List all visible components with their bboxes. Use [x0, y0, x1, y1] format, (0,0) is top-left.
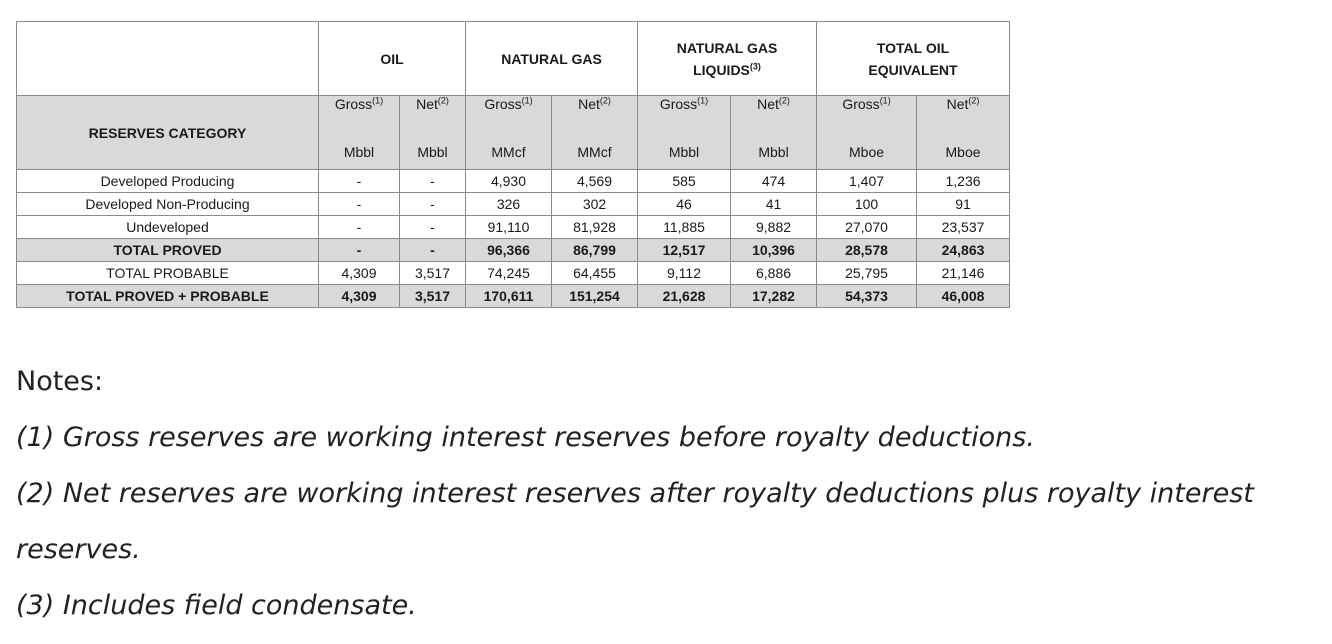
table-cell: 41 — [729, 192, 818, 216]
table-cell: 86,799 — [551, 238, 638, 262]
column-header: Net(2) MMcf — [551, 95, 638, 170]
table-cell: 25,795 — [816, 261, 918, 285]
group-header-natural-gas: NATURAL GAS — [465, 21, 638, 96]
column-header: Gross(1) Mbbl — [637, 95, 731, 170]
table-cell: - — [318, 238, 400, 262]
table-cell: 6,886 — [729, 261, 818, 285]
group-header-ngl: NATURAL GAS LIQUIDS(3) — [636, 21, 818, 96]
reserves-category-header: RESERVES CATEGORY — [16, 95, 319, 170]
row-category: TOTAL PROBABLE — [16, 261, 319, 285]
table-cell: 12,517 — [637, 238, 731, 262]
notes-section: Notes: (1) Gross reserves are working in… — [16, 354, 1316, 634]
table-cell: - — [318, 169, 400, 193]
table-cell: 9,112 — [637, 261, 731, 285]
table-row: TOTAL PROVED - -96,366 86,799 12,517 10,396 28… — [16, 238, 1011, 262]
table-cell: 4,309 — [318, 284, 400, 308]
table-cell: 23,537 — [916, 215, 1011, 239]
table-cell: 3,517 — [399, 284, 466, 308]
note-2: (2) Net reserves are working interest re… — [16, 478, 1254, 565]
table-cell: 91 — [916, 192, 1011, 216]
table-cell: 302 — [551, 192, 638, 216]
table-cell: - — [399, 215, 466, 239]
table-cell: - — [399, 169, 466, 193]
table-cell: 151,254 — [551, 284, 638, 308]
column-header: Gross(1) MMcf — [465, 95, 552, 170]
column-header: Net(2) Mbbl — [399, 95, 466, 170]
table-row: TOTAL PROBABLE 4,309 3,517 74,245 64,455 9,11… — [16, 261, 1011, 285]
column-header: Gross(1) Mboe — [816, 95, 918, 170]
table-cell: - — [399, 238, 466, 262]
table-row: Developed Producing - -4,930 4,569 585 474 1,4… — [16, 169, 1011, 193]
group-header-oil: OIL — [318, 21, 466, 96]
column-header: Gross(1) Mbbl — [318, 95, 400, 170]
row-category: Developed Non-Producing — [16, 192, 319, 216]
table-cell: 3,517 — [399, 261, 466, 285]
table-cell: 17,282 — [729, 284, 818, 308]
table-cell: 326 — [465, 192, 552, 216]
table-cell: 54,373 — [816, 284, 918, 308]
table-cell: 585 — [637, 169, 731, 193]
group-header-row: OIL NATURAL GAS NATURAL GAS LIQUIDS(3) T… — [16, 21, 1011, 96]
table-cell: 24,863 — [916, 238, 1011, 262]
column-header-row: RESERVES CATEGORY Gross(1) Mbbl Net(2) Mbb… — [16, 95, 1011, 170]
header-corner — [16, 21, 319, 96]
table-cell: 27,070 — [816, 215, 918, 239]
table-cell: 170,611 — [465, 284, 552, 308]
table-cell: 4,930 — [465, 169, 552, 193]
notes-title: Notes: — [16, 366, 104, 397]
row-category: TOTAL PROVED — [16, 238, 319, 262]
group-header-total-oil-equivalent: TOTAL OIL EQUIVALENT — [816, 21, 1011, 96]
table-cell: 4,309 — [318, 261, 400, 285]
table-cell: 96,366 — [465, 238, 552, 262]
table-row: Developed Non-Producing - -326 302 46 41 100 91 — [16, 192, 1011, 216]
table-cell: 81,928 — [551, 215, 638, 239]
table-cell: 21,146 — [916, 261, 1011, 285]
table-cell: 1,407 — [816, 169, 918, 193]
table-cell: 474 — [729, 169, 818, 193]
table-cell: 100 — [816, 192, 918, 216]
table-cell: 46 — [637, 192, 731, 216]
row-category: Undeveloped — [16, 215, 319, 239]
column-header: Net(2) Mbbl — [729, 95, 818, 170]
reserves-table: OIL NATURAL GAS NATURAL GAS LIQUIDS(3) T… — [16, 21, 1011, 308]
note-1: (1) Gross reserves are working interest … — [16, 422, 1035, 453]
table-cell: 10,396 — [729, 238, 818, 262]
row-category: TOTAL PROVED + PROBABLE — [16, 284, 319, 308]
table-cell: 21,628 — [637, 284, 731, 308]
table-cell: - — [399, 192, 466, 216]
note-3: (3) Includes field condensate. — [16, 590, 417, 621]
table-cell: - — [318, 192, 400, 216]
table-cell: 28,578 — [816, 238, 918, 262]
table-row: TOTAL PROVED + PROBABLE 4,309 3,517 170,611… — [16, 284, 1011, 308]
table-cell: 1,236 — [916, 169, 1011, 193]
column-header: Net(2) Mboe — [916, 95, 1011, 170]
table-cell: 74,245 — [465, 261, 552, 285]
table-cell: 64,455 — [551, 261, 638, 285]
table-cell: - — [318, 215, 400, 239]
table-cell: 11,885 — [637, 215, 731, 239]
table-cell: 9,882 — [729, 215, 818, 239]
table-cell: 4,569 — [551, 169, 638, 193]
table-cell: 46,008 — [916, 284, 1011, 308]
table-body: Developed Producing - -4,930 4,569 585 474 1,4… — [16, 169, 1011, 308]
row-category: Developed Producing — [16, 169, 319, 193]
table-row: Undeveloped - -91,110 81,928 11,885 9,882 27,0… — [16, 215, 1011, 239]
table-cell: 91,110 — [465, 215, 552, 239]
